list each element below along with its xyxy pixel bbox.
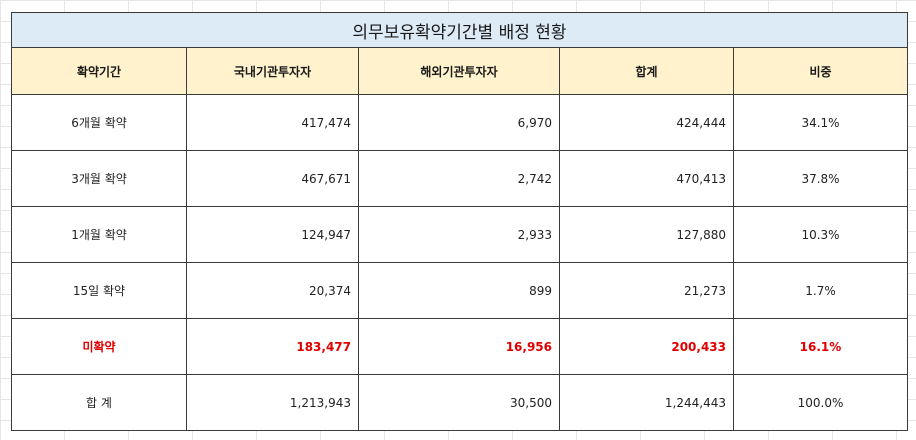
period-cell[interactable]: 미확약 — [11, 318, 187, 375]
domestic-cell[interactable]: 124,947 — [186, 206, 359, 263]
table-row-unpledged: 미확약 183,477 16,956 200,433 16.1% — [11, 318, 908, 375]
share-cell[interactable]: 1.7% — [733, 262, 908, 319]
period-cell[interactable]: 15일 확약 — [11, 262, 187, 319]
header-foreign-cell[interactable]: 해외기관투자자 — [358, 47, 560, 95]
domestic-cell[interactable]: 183,477 — [186, 318, 359, 375]
table-row: 15일 확약 20,374 899 21,273 1.7% — [11, 262, 908, 319]
period-cell[interactable]: 1개월 확약 — [11, 206, 187, 263]
share-cell[interactable]: 37.8% — [733, 150, 908, 207]
table-title-cell[interactable]: 의무보유확약기간별 배정 현황 — [11, 12, 908, 48]
foreign-cell[interactable]: 899 — [358, 262, 560, 319]
foreign-cell[interactable]: 6,970 — [358, 94, 560, 151]
domestic-cell[interactable]: 467,671 — [186, 150, 359, 207]
header-domestic-cell[interactable]: 국내기관투자자 — [186, 47, 359, 95]
total-cell[interactable]: 1,244,443 — [559, 374, 734, 431]
allocation-table: 의무보유확약기간별 배정 현황 확약기간 국내기관투자자 해외기관투자자 합계 … — [11, 12, 908, 431]
total-cell[interactable]: 200,433 — [559, 318, 734, 375]
table-row: 1개월 확약 124,947 2,933 127,880 10.3% — [11, 206, 908, 263]
share-cell[interactable]: 100.0% — [733, 374, 908, 431]
domestic-cell[interactable]: 417,474 — [186, 94, 359, 151]
total-cell[interactable]: 470,413 — [559, 150, 734, 207]
header-period-cell[interactable]: 확약기간 — [11, 47, 187, 95]
total-cell[interactable]: 127,880 — [559, 206, 734, 263]
total-cell[interactable]: 424,444 — [559, 94, 734, 151]
share-cell[interactable]: 10.3% — [733, 206, 908, 263]
foreign-cell[interactable]: 16,956 — [358, 318, 560, 375]
foreign-cell[interactable]: 2,933 — [358, 206, 560, 263]
foreign-cell[interactable]: 30,500 — [358, 374, 560, 431]
domestic-cell[interactable]: 1,213,943 — [186, 374, 359, 431]
table-row: 3개월 확약 467,671 2,742 470,413 37.8% — [11, 150, 908, 207]
foreign-cell[interactable]: 2,742 — [358, 150, 560, 207]
header-row: 확약기간 국내기관투자자 해외기관투자자 합계 비중 — [11, 47, 908, 95]
domestic-cell[interactable]: 20,374 — [186, 262, 359, 319]
table-row: 6개월 확약 417,474 6,970 424,444 34.1% — [11, 94, 908, 151]
table-row-total: 합 계 1,213,943 30,500 1,244,443 100.0% — [11, 374, 908, 431]
period-cell[interactable]: 6개월 확약 — [11, 94, 187, 151]
total-cell[interactable]: 21,273 — [559, 262, 734, 319]
period-cell[interactable]: 합 계 — [11, 374, 187, 431]
title-row: 의무보유확약기간별 배정 현황 — [11, 12, 908, 48]
period-cell[interactable]: 3개월 확약 — [11, 150, 187, 207]
share-cell[interactable]: 16.1% — [733, 318, 908, 375]
header-total-cell[interactable]: 합계 — [559, 47, 734, 95]
header-share-cell[interactable]: 비중 — [733, 47, 908, 95]
share-cell[interactable]: 34.1% — [733, 94, 908, 151]
